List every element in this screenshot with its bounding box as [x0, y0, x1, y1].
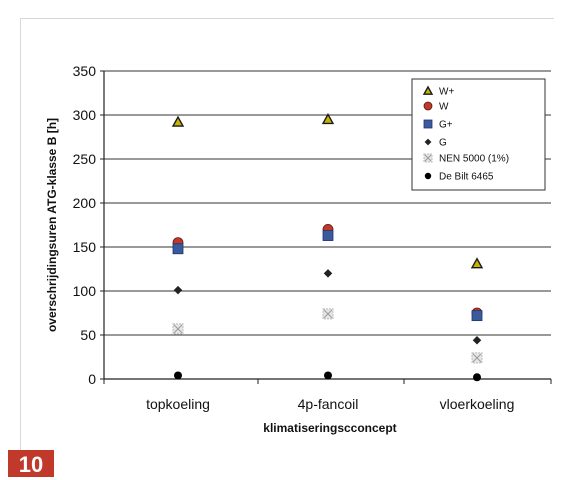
x-tick-label: vloerkoeling	[440, 396, 515, 412]
legend-marker	[423, 119, 433, 129]
point-g	[471, 310, 483, 322]
x-ticks: topkoeling 4p-fancoil vloerkoeling	[103, 379, 552, 412]
point-g	[172, 243, 184, 255]
y-tick-label: 300	[73, 107, 97, 123]
legend-entry: W	[439, 102, 449, 113]
frame-line-left	[20, 18, 21, 450]
frame-line-top	[20, 18, 554, 19]
legend-marker	[424, 138, 432, 146]
y-tick-label: 150	[73, 239, 97, 255]
legend-entry: G+	[439, 120, 453, 131]
point-de-bilt-6465	[473, 373, 481, 382]
y-tick-label: 200	[73, 195, 97, 211]
legend-entry: G	[439, 138, 447, 149]
x-tick-label: topkoeling	[146, 396, 210, 412]
y-tick-label: 100	[73, 283, 97, 299]
hatch-line	[472, 353, 482, 363]
point-g	[472, 336, 482, 345]
y-tick-label: 50	[80, 327, 96, 343]
point-g	[322, 230, 334, 241]
data-marks	[171, 112, 484, 382]
x-tick-label: 4p-fancoil	[298, 396, 359, 412]
x-axis-title: klimatiseringscconcept	[263, 421, 396, 435]
legend-marker	[423, 101, 433, 111]
point-de-bilt-6465	[324, 371, 332, 380]
point-w	[470, 257, 484, 269]
hatch-line	[424, 154, 432, 162]
y-tick-label: 250	[73, 151, 97, 167]
point-g	[173, 285, 183, 295]
legend-box	[411, 78, 546, 191]
y-axis-title: overschrijdingsuren ATG-klasse B [h]	[45, 118, 59, 332]
point-nen-5000-1	[471, 352, 483, 364]
legend-entry: NEN 5000 (1%)	[439, 154, 509, 165]
point-w	[321, 112, 335, 125]
y-ticks: 0 50 100 150 200 250 300 350	[73, 63, 104, 387]
point-nen-5000-1	[322, 308, 334, 320]
legend-entry: De Bilt 6465	[439, 172, 494, 183]
hatch-line	[323, 309, 333, 319]
legend-entry: W+	[439, 87, 454, 98]
point-w	[171, 115, 185, 127]
point-g	[323, 269, 333, 278]
point-nen-5000-1	[172, 323, 184, 335]
y-tick-label: 0	[88, 371, 96, 387]
point-de-bilt-6465	[174, 371, 182, 380]
hatch-line	[173, 324, 183, 334]
legend-marker	[424, 172, 432, 180]
legend-marker	[422, 85, 434, 95]
y-tick-label: 350	[73, 63, 97, 79]
page-number-badge: 10	[8, 450, 54, 477]
legend-marker	[423, 153, 433, 163]
legend: W+ W G+ G NEN 5000 (1%) De Bilt 6465	[411, 78, 546, 191]
chart: 0 50 100 150 200 250 300 350 topkoeling 4p-fanco…	[45, 63, 552, 435]
